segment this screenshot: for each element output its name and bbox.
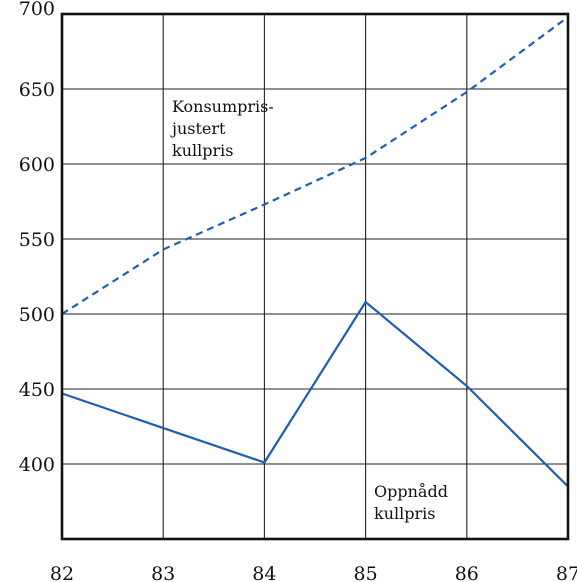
x-tick-label: 82 — [50, 563, 74, 582]
gridlines — [62, 14, 568, 539]
annotation-achieved-price-line-2: kullpris — [374, 504, 435, 523]
y-axis-tick-labels: 400 450 500 550 600 650 700 — [19, 0, 55, 476]
achieved-price-line — [61, 300, 569, 488]
y-tick-label: 500 — [19, 304, 55, 326]
y-tick-label: 400 — [19, 454, 55, 476]
y-tick-label: 650 — [19, 79, 55, 101]
annotation-consumer-price-line-3: kullpris — [172, 141, 233, 160]
x-tick-label: 87 — [556, 563, 577, 582]
y-tick-label: 550 — [19, 229, 55, 251]
y-tick-label: 600 — [19, 154, 55, 176]
x-tick-label: 83 — [151, 563, 175, 582]
x-tick-label: 84 — [252, 563, 276, 582]
y-tick-label: 450 — [19, 379, 55, 401]
annotation-consumer-price-line-1: Konsumpris- — [172, 97, 274, 116]
x-tick-label: 86 — [455, 563, 479, 582]
x-tick-label: 85 — [354, 563, 378, 582]
consumer-price-adjusted-line — [61, 16, 569, 315]
x-axis-tick-labels: 82 83 84 85 86 87 — [50, 563, 577, 582]
plot-frame — [60, 12, 570, 541]
series-lines — [61, 16, 569, 488]
annotation-achieved-price-line-1: Oppnådd — [374, 482, 448, 501]
y-tick-label: 700 — [19, 0, 55, 20]
annotation-consumer-price-line-2: justert — [170, 119, 226, 138]
